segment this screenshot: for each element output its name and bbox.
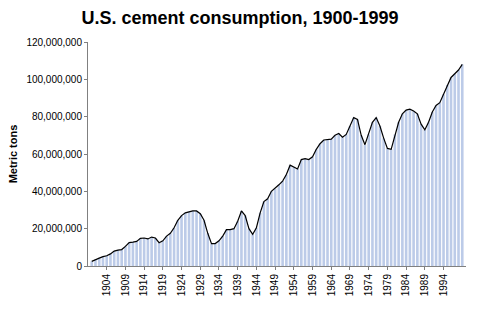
svg-text:1919: 1919 [157,274,168,297]
svg-text:1949: 1949 [269,274,280,297]
svg-text:1904: 1904 [101,274,112,297]
svg-text:80,000,000: 80,000,000 [32,111,82,122]
svg-text:60,000,000: 60,000,000 [32,149,82,160]
svg-text:1924: 1924 [176,274,187,297]
svg-text:1909: 1909 [120,274,131,297]
svg-text:1994: 1994 [438,274,449,297]
svg-text:1979: 1979 [382,274,393,297]
svg-text:20,000,000: 20,000,000 [32,223,82,234]
svg-text:120,000,000: 120,000,000 [26,37,82,48]
svg-text:1974: 1974 [363,274,374,297]
svg-text:1954: 1954 [288,274,299,297]
svg-text:1989: 1989 [419,274,430,297]
svg-text:0: 0 [76,261,82,272]
svg-text:100,000,000: 100,000,000 [26,74,82,85]
svg-text:1959: 1959 [307,274,318,297]
svg-text:1984: 1984 [400,274,411,297]
svg-text:1969: 1969 [344,274,355,297]
svg-text:Metric tons: Metric tons [7,125,19,184]
svg-text:1939: 1939 [232,274,243,297]
svg-text:1944: 1944 [251,274,262,297]
svg-text:40,000,000: 40,000,000 [32,186,82,197]
svg-text:1964: 1964 [326,274,337,297]
svg-text:1929: 1929 [195,274,206,297]
svg-text:1934: 1934 [213,274,224,297]
svg-text:U.S. cement consumption, 1900-: U.S. cement consumption, 1900-1999 [81,8,398,28]
svg-text:1914: 1914 [138,274,149,297]
